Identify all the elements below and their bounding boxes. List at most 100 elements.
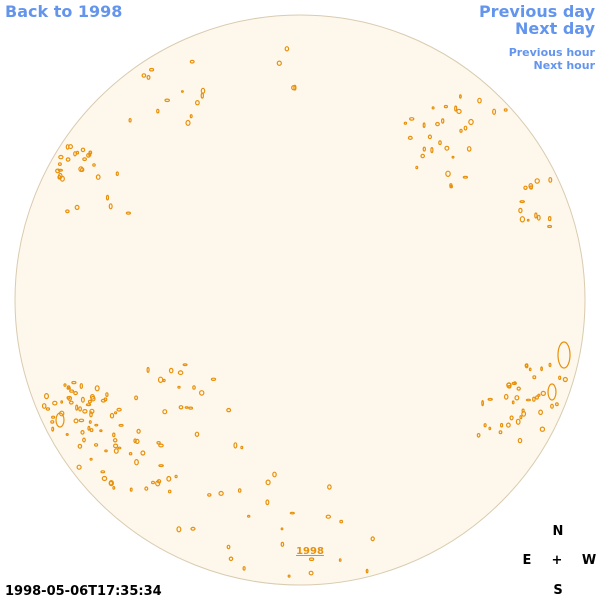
feature-speck <box>308 557 315 562</box>
compass-south: S <box>553 583 562 598</box>
feature-speck <box>524 363 529 368</box>
feature-speck <box>80 430 85 435</box>
feature-speck <box>548 176 553 183</box>
feature-contour <box>557 341 571 369</box>
feature-speck <box>194 99 200 106</box>
feature-speck <box>463 125 468 131</box>
previous-day-link[interactable]: Previous day <box>479 2 596 21</box>
feature-speck <box>523 185 528 190</box>
feature-speck <box>164 98 171 103</box>
feature-speck <box>537 393 541 397</box>
year-link[interactable]: 1998 <box>296 546 324 557</box>
feature-speck <box>513 381 517 385</box>
feature-speck <box>89 428 94 433</box>
feature-speck <box>477 97 482 104</box>
feature-speck <box>189 114 193 119</box>
feature-speck <box>338 558 342 562</box>
feature-speck <box>134 459 139 466</box>
feature-speck <box>488 426 492 431</box>
compass-center: + <box>552 553 563 568</box>
feature-speck <box>125 211 131 215</box>
next-hour-link[interactable]: Next hour <box>534 59 596 72</box>
feature-speck <box>103 397 108 402</box>
feature-speck <box>528 183 534 190</box>
feature-speck <box>58 154 64 160</box>
timestamp: 1998-05-06T17:35:34 <box>5 584 162 599</box>
feature-speck <box>92 163 96 167</box>
feature-speck <box>462 175 469 179</box>
feature-speck <box>265 499 270 506</box>
feature-speck <box>134 395 139 401</box>
feature-speck <box>74 204 80 210</box>
feature-speck <box>190 526 196 531</box>
feature-speck <box>87 425 91 431</box>
feature-speck <box>140 450 146 456</box>
feature-speck <box>113 411 118 415</box>
feature-speck <box>52 400 58 406</box>
feature-speck <box>113 448 119 454</box>
feature-speck <box>280 527 284 531</box>
feature-speck <box>182 363 188 367</box>
feature-speck <box>466 146 472 152</box>
feature-speck <box>226 407 232 413</box>
feature-speck <box>443 104 448 109</box>
feature-speck <box>67 395 73 401</box>
previous-hour-link[interactable]: Previous hour <box>509 46 596 59</box>
feature-speck <box>112 432 116 438</box>
feature-speck <box>435 121 440 127</box>
feature-speck <box>105 194 110 201</box>
feature-speck <box>441 118 445 124</box>
feature-speck <box>79 383 84 389</box>
feature-speck <box>518 207 523 214</box>
compass-north: N <box>553 524 564 539</box>
feature-speck <box>192 385 196 390</box>
feature-speck <box>112 438 118 443</box>
feature-speck <box>445 170 451 177</box>
feature-speck <box>454 105 458 112</box>
feature-speck <box>194 431 200 437</box>
feature-speck <box>547 216 552 222</box>
feature-speck <box>75 404 79 411</box>
feature-speck <box>168 367 174 374</box>
feature-speck <box>146 366 150 373</box>
feature-speck <box>75 150 80 155</box>
feature-speck <box>108 203 113 210</box>
feature-speck <box>500 422 504 428</box>
feature-speck <box>156 108 160 114</box>
feature-speck <box>407 135 413 140</box>
feature-speck <box>526 218 530 222</box>
feature-speck <box>141 73 147 78</box>
features <box>41 46 571 578</box>
feature-speck <box>289 511 295 515</box>
feature-speck <box>65 433 69 437</box>
feature-speck <box>438 140 442 146</box>
feature-speck <box>128 452 133 456</box>
feature-speck <box>76 464 82 470</box>
feature-speck <box>509 415 514 421</box>
feature-speck <box>207 493 212 497</box>
feature-speck <box>189 59 195 64</box>
feature-speck <box>519 415 523 420</box>
feature-speck <box>532 396 536 402</box>
feature-speck <box>88 420 92 424</box>
feature-speck <box>80 147 86 153</box>
feature-speck <box>89 394 95 400</box>
feature-speck <box>265 479 271 486</box>
feature-speck <box>129 487 133 492</box>
feature-speck <box>80 396 85 403</box>
feature-speck <box>71 380 77 385</box>
feature-speck <box>276 60 282 66</box>
feature-speck <box>45 407 51 411</box>
feature-speck <box>287 574 291 578</box>
feature-speck <box>476 432 481 438</box>
next-day-link[interactable]: Next day <box>515 19 596 38</box>
back-link[interactable]: Back to 1998 <box>5 2 122 21</box>
feature-speck <box>68 400 74 405</box>
feature-speck <box>73 418 79 424</box>
feature-speck <box>210 377 217 381</box>
feature-speck <box>162 409 168 415</box>
feature-speck <box>135 438 140 444</box>
feature-speck <box>415 165 419 170</box>
feature-speck <box>151 480 156 485</box>
feature-speck <box>547 224 553 229</box>
